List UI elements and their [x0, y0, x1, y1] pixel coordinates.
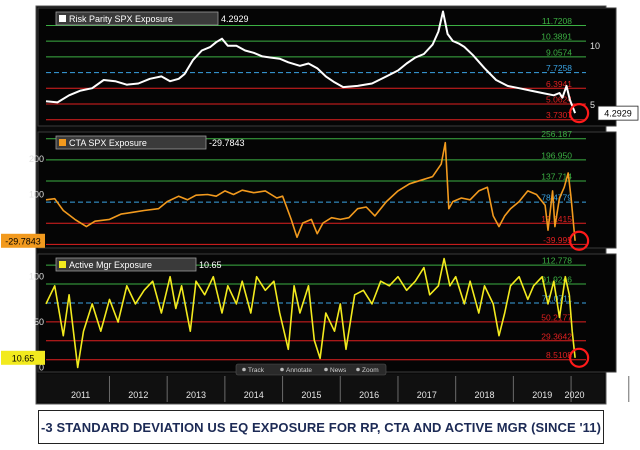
news-button[interactable]: News — [324, 367, 347, 374]
y-tick-label: 100 — [29, 272, 44, 282]
legend-current-value: 10.65 — [199, 260, 222, 270]
x-tick-label: 2014 — [244, 390, 264, 400]
y-tick-label: 50 — [34, 317, 44, 327]
toolbar-background — [235, 363, 387, 376]
y-tick-label: 0 — [39, 362, 44, 372]
chart-caption: -3 STANDARD DEVIATION US EQ EXPOSURE FOR… — [40, 419, 602, 435]
x-tick-label: 2017 — [417, 390, 437, 400]
highlight-circle — [569, 347, 590, 368]
track-label: Track — [248, 367, 265, 374]
legend-box — [55, 257, 197, 272]
x-tick-label: 2012 — [128, 390, 148, 400]
x-axis-strip — [38, 374, 604, 402]
level-label: 29.3642 — [541, 331, 572, 341]
series-line — [45, 257, 576, 369]
legend-current-value: -29.7843 — [209, 138, 245, 148]
level-label: 112.778 — [542, 256, 572, 266]
annotate-icon — [280, 367, 284, 372]
y-tick-label: 100 — [29, 189, 44, 199]
news-icon — [324, 367, 328, 372]
level-label: 6.3941 — [546, 79, 572, 89]
zoom-label: Zoom — [362, 367, 379, 374]
current-value-badge — [597, 105, 639, 121]
highlight-circle — [569, 103, 590, 124]
panel-background — [37, 7, 617, 127]
current-value-badge-text: -29.7843 — [5, 236, 41, 246]
level-label: 91.9246 — [541, 275, 572, 285]
y-tick-label: 10 — [590, 41, 600, 51]
caption-box: -3 STANDARD DEVIATION US EQ EXPOSURE FOR… — [38, 410, 604, 444]
level-label: 8.5108 — [546, 350, 572, 360]
annotate-button[interactable]: Annotate — [280, 367, 312, 374]
annotate-label: Annotate — [286, 367, 312, 374]
x-tick-label: 2020 — [565, 390, 585, 400]
current-value-badge — [1, 350, 45, 365]
zoom-icon — [356, 367, 360, 372]
level-label: 50.2177 — [541, 312, 572, 322]
level-label: 10.3891 — [541, 32, 572, 42]
legend-label: CTA SPX Exposure — [69, 138, 147, 148]
x-axis: 2011 2012 2013 2014 2015 2016 2017 2018 2019 2020 — [38, 374, 630, 402]
y-tick-label: 5 — [590, 100, 595, 110]
current-value-badge — [1, 233, 45, 248]
x-tick-label: 2018 — [475, 390, 495, 400]
x-tick-label: 2019 — [532, 390, 552, 400]
chart-area: 11.7208 10.3891 9.0574 7.7258 6.3941 5.0624 3.… — [1, 5, 639, 405]
legend-swatch — [59, 15, 66, 22]
current-value-badge-text: 4.2929 — [604, 109, 632, 119]
series-line — [45, 141, 576, 241]
highlight-circle — [569, 230, 590, 251]
panel-background — [37, 131, 617, 249]
y-tick-label: 200 — [29, 154, 44, 164]
x-tick-label: 2013 — [186, 390, 206, 400]
chart-panel-3: 112.77891.924671.071150.217729.36428.510… — [1, 253, 617, 373]
track-icon — [242, 367, 246, 372]
level-label: 3.7307 — [546, 110, 572, 120]
track-button[interactable]: Track — [242, 367, 265, 374]
legend-box — [55, 135, 207, 150]
level-label: -39.995 — [543, 235, 572, 245]
x-tick-label: 2015 — [301, 390, 321, 400]
x-tick-label: 2011 — [71, 390, 90, 400]
legend-current-value: 4.2929 — [221, 14, 249, 24]
level-label: 196.950 — [541, 150, 572, 160]
current-value-badge-text: 10.65 — [12, 353, 35, 363]
legend-box — [55, 11, 219, 26]
level-label: 9.0574 — [546, 47, 572, 57]
legend-swatch — [59, 139, 66, 146]
chart-toolbar[interactable]: Track Annotate News Zoom — [235, 363, 387, 376]
series-line — [45, 10, 577, 114]
x-tick-label: 2016 — [359, 390, 379, 400]
legend-swatch — [59, 261, 66, 268]
news-label: News — [330, 367, 347, 374]
chart-panel-1: 11.7208 10.3891 9.0574 7.7258 6.3941 5.0624 3.… — [37, 7, 639, 127]
level-label: 78.4779 — [541, 193, 572, 203]
level-label: 256.187 — [541, 129, 572, 139]
legend-label: Risk Parity SPX Exposure — [69, 14, 173, 24]
level-label: 137.714 — [541, 172, 572, 182]
legend-label: Active Mgr Exposure — [69, 260, 152, 270]
level-label: 5.0624 — [546, 95, 572, 105]
chart-panel-2: 256.187196.950137.71478.477919.2415-39.9… — [1, 129, 617, 251]
zoom-button[interactable]: Zoom — [356, 367, 379, 374]
level-label: 11.7208 — [542, 16, 572, 26]
level-label: 7.7258 — [546, 63, 572, 73]
panel-background — [37, 253, 617, 373]
